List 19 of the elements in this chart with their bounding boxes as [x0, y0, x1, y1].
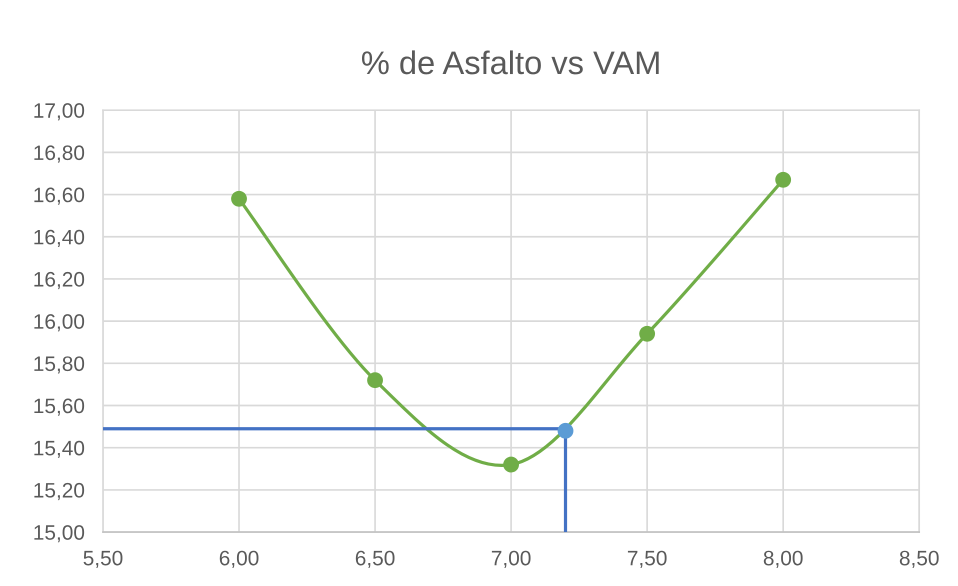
y-tick-label: 16,60: [34, 188, 84, 205]
x-tick-label: 5,50: [84, 550, 122, 568]
y-tick-label: 15,20: [34, 482, 84, 500]
y-tick-label: 15,40: [34, 440, 84, 458]
y-tick-label: 16,00: [34, 314, 84, 332]
y-tick-label: 15,00: [34, 525, 84, 542]
x-tick-label: 6,50: [356, 550, 395, 568]
y-tick-label: 16,80: [34, 145, 84, 163]
chart-title: % de Asfalto vs VAM: [362, 50, 659, 74]
y-tick-label: 16,40: [34, 230, 84, 247]
x-tick-label: 8,50: [900, 550, 939, 568]
x-tick-label: 6,00: [220, 550, 258, 568]
y-tick-label: 16,20: [34, 272, 84, 290]
y-tick-label: 17,00: [34, 103, 84, 120]
y-tick-label: 15,60: [34, 398, 84, 416]
y-tick-label: 15,80: [34, 356, 84, 374]
x-tick-label: 8,00: [764, 550, 803, 568]
x-tick-label: 7,50: [628, 550, 667, 568]
x-tick-label: 7,00: [492, 550, 531, 568]
